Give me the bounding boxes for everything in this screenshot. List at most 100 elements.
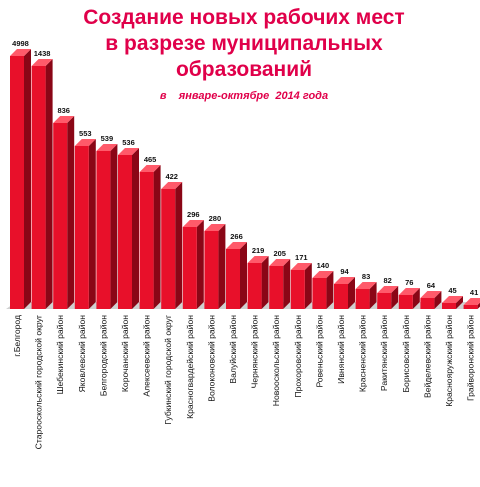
category-label-1: Старооскольский городской округ	[34, 315, 44, 449]
bar-13	[290, 270, 305, 309]
bar-16	[355, 289, 370, 309]
bar-20	[442, 303, 456, 309]
value-label-17: 82	[384, 276, 392, 285]
bar-18	[398, 295, 413, 309]
value-label-7: 422	[165, 172, 178, 181]
bar-side-12	[283, 259, 291, 309]
bar-top-1	[31, 59, 53, 66]
bar-11	[247, 263, 262, 309]
category-label-2: Шебекинский район	[55, 315, 65, 395]
bar-side-8	[196, 220, 204, 309]
bar-top-10	[226, 242, 247, 249]
category-label-18: Борисовский район	[401, 315, 411, 393]
bar-top-17	[377, 286, 399, 293]
category-label-13: Прохоровский район	[293, 315, 303, 398]
bar-top-11	[247, 256, 269, 263]
bar-12	[269, 266, 284, 309]
bar-2	[53, 123, 68, 309]
bar-top-9	[204, 224, 226, 231]
bar-6	[139, 172, 154, 309]
bar-top-12	[269, 259, 291, 266]
bar-1	[31, 66, 46, 309]
value-label-13: 171	[295, 253, 308, 262]
bar-side-13	[304, 263, 312, 309]
category-label-0: г.Белгород	[12, 315, 22, 357]
bar-side-7	[175, 182, 183, 309]
category-label-14: Ровеньский район	[314, 315, 324, 388]
category-label-4: Белгородский район	[98, 315, 108, 396]
value-label-3: 553	[79, 129, 92, 138]
bar-15	[334, 284, 348, 309]
value-labels-group: 4998 1438 836 553 539 536 465 422 296 280 266 219 20…	[12, 39, 478, 297]
category-label-20: Краснояружский район	[444, 315, 454, 407]
bar-top-13	[290, 263, 312, 270]
bar-side-17	[391, 286, 399, 309]
bar-side-21	[477, 302, 480, 309]
bar-7	[161, 189, 176, 309]
bar-top-15	[334, 277, 355, 284]
bar-side-4	[110, 144, 118, 309]
bar-17	[377, 293, 392, 309]
chart-title-line-1: Создание новых рабочих мест	[83, 6, 404, 29]
value-label-21: 41	[470, 288, 478, 297]
bar-3	[74, 146, 89, 309]
value-label-15: 94	[340, 267, 349, 276]
bar-top-5	[118, 148, 139, 155]
bar-side-14	[326, 271, 334, 309]
chart-subtitle: в январе-октябре 2014 года	[160, 90, 328, 102]
value-label-19: 64	[427, 281, 436, 290]
chart-title-line-3: образований	[176, 58, 312, 81]
value-label-6: 465	[144, 155, 157, 164]
bar-side-1	[45, 59, 53, 309]
value-label-16: 83	[362, 272, 370, 281]
bar-side-3	[88, 139, 96, 309]
bar-top-6	[139, 165, 161, 172]
category-label-3: Яковлевский район	[77, 315, 87, 393]
value-label-9: 280	[209, 214, 222, 223]
bar-top-8	[182, 220, 204, 227]
bars-group	[10, 49, 480, 309]
bar-top-16	[355, 282, 377, 289]
category-label-19: Вейделевский район	[422, 315, 432, 398]
category-label-9: Волоконовский район	[206, 315, 216, 402]
category-label-15: Ивнянский район	[336, 315, 346, 384]
bar-side-16	[369, 282, 377, 309]
bar-side-5	[132, 148, 139, 309]
category-label-16: Красненский район	[358, 315, 368, 392]
category-label-12: Новооскольский район	[271, 315, 281, 406]
category-label-5: Корочанский район	[120, 315, 130, 392]
bar-9	[204, 231, 219, 309]
value-label-5: 536	[122, 138, 135, 147]
category-label-7: Губкинский городской округ	[163, 315, 173, 425]
value-label-20: 45	[448, 286, 456, 295]
bar-side-20	[456, 296, 463, 309]
value-label-18: 76	[405, 278, 413, 287]
value-label-1: 1438	[34, 49, 51, 58]
value-label-10: 266	[230, 232, 243, 241]
category-label-21: Грайворонский район	[466, 315, 476, 401]
value-label-14: 140	[317, 261, 330, 270]
bar-0	[10, 56, 24, 309]
bar-top-7	[161, 182, 183, 189]
bar-top-2	[53, 116, 75, 123]
bar-side-11	[261, 256, 269, 309]
bar-side-19	[434, 291, 442, 309]
category-label-8: Красногвардейский район	[185, 315, 195, 419]
category-labels-group: г.Белгород Старооскольский городской окру…	[12, 315, 476, 450]
bar-top-14	[312, 271, 334, 278]
bar-5	[118, 155, 132, 309]
chart-title-line-2: в разрезе муниципальных	[105, 32, 383, 55]
bar-top-20	[442, 296, 463, 303]
bar-14	[312, 278, 327, 309]
value-label-11: 219	[252, 246, 265, 255]
bar-top-21	[463, 298, 480, 305]
value-label-0: 4998	[12, 39, 29, 48]
bar-top-18	[398, 288, 420, 295]
category-label-10: Валуйский район	[228, 315, 238, 384]
bar-10	[226, 249, 240, 309]
value-label-2: 836	[57, 106, 70, 115]
value-label-12: 205	[273, 249, 286, 258]
category-label-11: Чернянский район	[250, 315, 260, 389]
bar-4	[96, 151, 111, 309]
